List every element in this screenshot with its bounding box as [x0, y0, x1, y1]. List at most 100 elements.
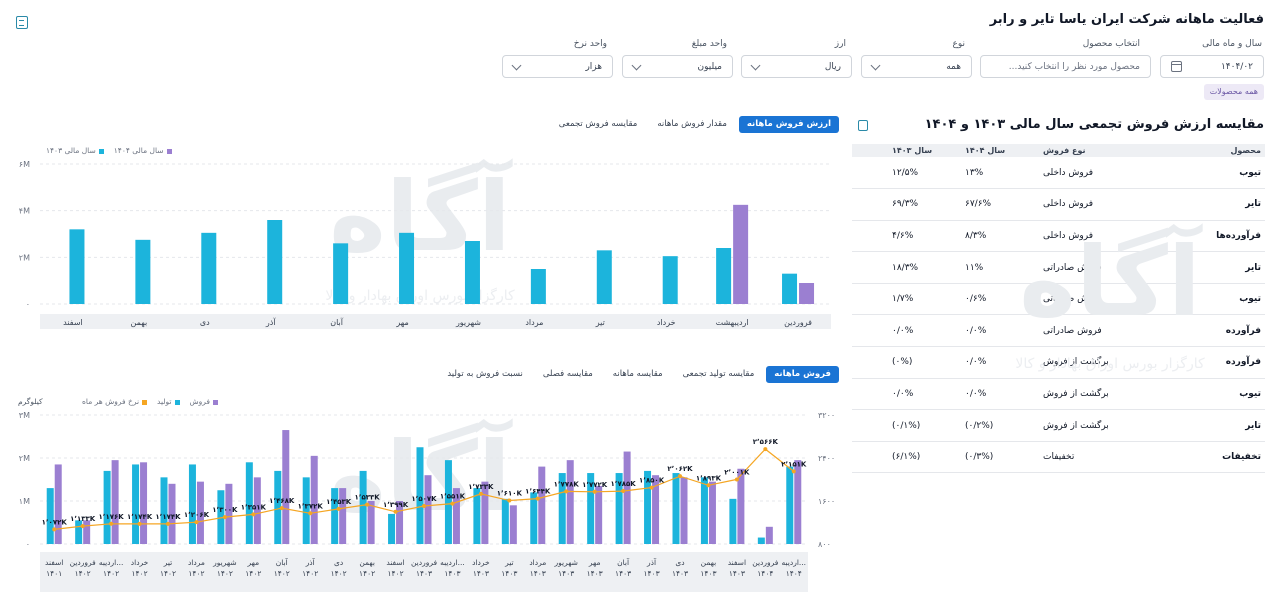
type-select[interactable]: همه: [861, 55, 972, 78]
x-tick-label: اردیبه...: [99, 558, 124, 567]
rate-point: [422, 503, 426, 508]
rate-data-label: ۱٬۴۵۳K: [326, 498, 352, 506]
x-tick-label: اسفند: [63, 318, 83, 327]
tab-seasonal-comparison[interactable]: مقایسه فصلی: [542, 369, 593, 379]
y-tick-label-left: ۰: [26, 540, 30, 549]
x-tick-label: شهریور: [212, 558, 236, 567]
x-tick-label: ۱۴۰۱: [46, 569, 62, 578]
quantity-unit-select[interactable]: هزار: [502, 55, 613, 78]
bar-sales: [481, 481, 489, 544]
x-tick-label: تیر: [595, 318, 605, 327]
product-cell: تیوب: [1173, 283, 1265, 316]
bar-1403: [596, 250, 612, 304]
y-tick-label-right: ۱۶۰۰: [818, 497, 835, 506]
bottom-chart-legend: فروش تولید نرخ فروش هر ماه: [82, 397, 219, 406]
table-row: فرآورده‌ها فروش داخلی ۸/۳% ۴/۶%: [852, 220, 1265, 253]
tab-monthly-sales-quantity[interactable]: مقدار فروش ماهانه: [657, 119, 727, 129]
rate-data-label: ۱٬۷۸۵K: [611, 480, 637, 488]
bar-1403: [530, 269, 546, 304]
rate-data-label: ۱٬۵۳۳K: [355, 494, 381, 502]
table-row: تایر فروش صادراتی ۱۱% ۱۸/۳%: [852, 251, 1265, 284]
rate-data-label: ۱٬۶۴۴K: [525, 488, 551, 496]
rate-data-label: ۲٬۰۰۱K: [724, 468, 750, 476]
bar-1403: [267, 220, 283, 304]
bar-1403: [333, 243, 349, 304]
rate-data-label: ۱٬۴۶۸K: [269, 497, 295, 505]
y-tick-label-right: ۲۴۰۰: [818, 454, 835, 463]
bar-1403: [201, 232, 217, 304]
table-row: تیوب برگشت از فروش ۰/۰% ۰/۰%: [852, 378, 1265, 411]
tab-cumulative-sales[interactable]: مقایسه فروش تجمعی: [558, 119, 638, 129]
x-tick-label: مرداد: [525, 318, 543, 327]
rate-point: [507, 498, 512, 503]
bar-production: [245, 462, 253, 544]
all-products-chip[interactable]: همه محصولات: [1203, 84, 1264, 100]
value-1403-cell: ۱۸/۳%: [852, 251, 943, 284]
bar-sales: [538, 466, 546, 544]
rate-data-label: ۱٬۳۰۰K: [212, 506, 238, 514]
export-icon[interactable]: [16, 16, 28, 29]
x-tick-label: دی: [334, 558, 343, 567]
x-axis-band: [40, 314, 831, 329]
legend-item[interactable]: نرخ فروش هر ماه: [82, 397, 148, 406]
value-1404-cell: ۰/۰%: [943, 378, 1023, 411]
top-chart: ۰ ۲M ۴M ۶M اسفند بهمن دی آذر آبان مهر شهریور مرداد ت…: [19, 160, 831, 329]
legend-swatch: [142, 399, 148, 405]
amount-unit-select[interactable]: میلیون: [622, 55, 733, 78]
tab-monthly-sales[interactable]: فروش ماهانه: [766, 366, 839, 383]
column-header: نوع فروش: [1023, 144, 1173, 157]
rate-point: [564, 489, 569, 494]
rate-point: [222, 515, 227, 520]
legend-item[interactable]: سال مالی ۱۴۰۴: [114, 146, 172, 155]
legend-item[interactable]: سال مالی ۱۴۰۳: [46, 146, 104, 155]
rate-data-label: ۱٬۳۹۹K: [383, 501, 409, 509]
sales-type-cell: فروش داخلی: [1023, 188, 1173, 221]
product-select[interactable]: محصول مورد نظر را انتخاب کنید...: [980, 55, 1151, 78]
x-tick-label: ۱۴۰۲: [75, 569, 91, 578]
value-1403-cell: ۶۹/۳%: [852, 188, 943, 221]
bar-production: [501, 498, 509, 544]
x-tick-label: ۱۴۰۴: [757, 569, 773, 578]
x-tick-label: ۱۴۰۲: [274, 569, 290, 578]
x-tick-label: ۱۴۰۳: [416, 569, 432, 578]
x-tick-label: آذر: [646, 557, 657, 567]
legend-swatch: [166, 148, 172, 154]
fiscal-month-picker[interactable]: ۱۴۰۴/۰۲: [1160, 55, 1264, 78]
rate-point: [763, 447, 768, 452]
table-row: تخفیفات تخفیفات (۰/۳%) (۶/۱%): [852, 441, 1265, 474]
comparison-title: مقایسه ارزش فروش تجمعی سال مالی ۱۴۰۳ و ۱…: [924, 117, 1264, 132]
y-tick-label-right: ۸۰۰: [818, 540, 831, 549]
legend-swatch: [213, 399, 219, 405]
bar-production: [444, 460, 452, 544]
rate-point: [592, 489, 597, 494]
sales-type-cell: فروش صادراتی: [1023, 283, 1173, 316]
bar-sales: [623, 451, 631, 544]
tab-monthly-comparison[interactable]: مقایسه ماهانه: [612, 369, 663, 379]
rate-data-label: ۱٬۱۷۴K: [155, 513, 181, 521]
legend-label: سال مالی ۱۴۰۳: [46, 146, 96, 155]
table-row: تایر برگشت از فروش (۰/۲%) (۰/۱%): [852, 409, 1265, 442]
rate-point: [734, 477, 739, 482]
legend-item[interactable]: فروش: [190, 397, 219, 406]
table-row: فرآورده فروش صادراتی ۰/۰% ۰/۰%: [852, 314, 1265, 348]
x-tick-label: آذر: [305, 557, 316, 567]
bar-sales: [595, 485, 603, 544]
currency-select[interactable]: ریال: [741, 55, 852, 78]
legend-swatch: [98, 148, 104, 154]
tab-cumulative-production[interactable]: مقایسه تولید تجمعی: [682, 369, 755, 379]
x-tick-label: ۱۴۰۲: [387, 569, 403, 578]
amount-unit-label: واحد مبلغ: [691, 39, 727, 49]
rate-point: [706, 483, 711, 488]
table-row: تیوب فروش داخلی ۱۳% ۱۲/۵%: [852, 157, 1265, 190]
comparison-table: محصول نوع فروش سال ۱۴۰۴ سال ۱۴۰۳ تیوب فرو…: [852, 144, 1265, 474]
tab-sales-to-production[interactable]: نسبت فروش به تولید: [447, 369, 523, 379]
x-tick-label: آذر: [265, 317, 276, 327]
x-tick-label: مرداد: [188, 558, 205, 567]
x-tick-label: ۱۴۰۲: [188, 569, 204, 578]
legend-item[interactable]: تولید: [157, 397, 180, 406]
export-icon[interactable]: [858, 120, 868, 131]
x-tick-label: اسفند: [728, 558, 746, 567]
tab-monthly-sales-value[interactable]: ارزش فروش ماهانه: [738, 116, 839, 133]
rate-point: [194, 520, 199, 525]
watermark-text: آگاه: [329, 158, 513, 273]
